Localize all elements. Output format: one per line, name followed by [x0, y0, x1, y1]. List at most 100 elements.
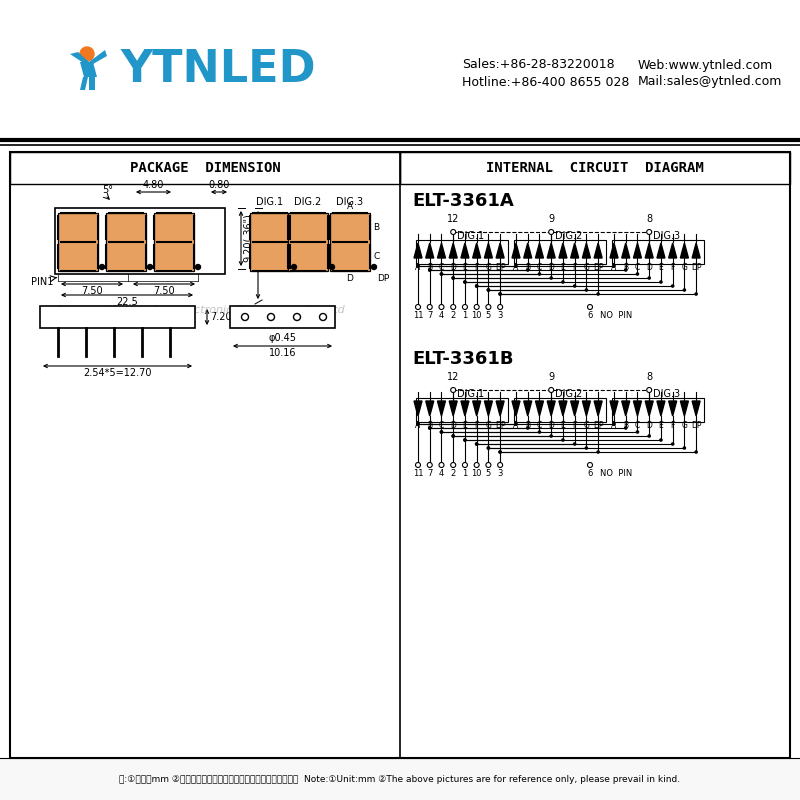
Circle shape: [99, 265, 105, 270]
Text: G: G: [682, 263, 687, 272]
Polygon shape: [89, 50, 107, 64]
Circle shape: [486, 288, 490, 292]
Text: 12: 12: [447, 214, 459, 224]
Circle shape: [462, 305, 467, 310]
Circle shape: [486, 305, 491, 310]
Text: D: D: [450, 263, 456, 272]
Text: E: E: [462, 263, 467, 272]
Bar: [514, 240, 606, 264]
Circle shape: [428, 268, 431, 272]
Circle shape: [671, 284, 674, 288]
Text: E: E: [462, 421, 467, 430]
Circle shape: [267, 314, 274, 321]
Text: 注:①单位：mm ②以上图形、尺寸、累理仅供参考，请以实物为准。  Note:①Unit:mm ②The above pictures are for refe: 注:①单位：mm ②以上图形、尺寸、累理仅供参考，请以实物为准。 Note:①U…: [119, 774, 681, 783]
Text: DP: DP: [691, 263, 702, 272]
Circle shape: [427, 462, 432, 467]
Text: 8: 8: [646, 372, 652, 382]
Text: B: B: [525, 263, 530, 272]
Polygon shape: [547, 243, 555, 258]
Circle shape: [451, 434, 455, 438]
Text: C: C: [537, 421, 542, 430]
Text: 7: 7: [427, 469, 433, 478]
Text: D: D: [450, 421, 456, 430]
Polygon shape: [657, 401, 665, 416]
Text: DP: DP: [495, 421, 506, 430]
Polygon shape: [582, 401, 590, 416]
Circle shape: [463, 280, 466, 284]
Polygon shape: [559, 401, 567, 416]
Polygon shape: [547, 401, 555, 416]
Circle shape: [585, 288, 588, 292]
Circle shape: [561, 438, 565, 442]
Polygon shape: [610, 243, 618, 258]
Circle shape: [486, 288, 490, 292]
Polygon shape: [438, 401, 446, 416]
Text: Web:www.ytnled.com: Web:www.ytnled.com: [638, 58, 774, 71]
Text: C: C: [439, 421, 444, 430]
Bar: [250, 213, 290, 271]
Circle shape: [498, 292, 502, 296]
Circle shape: [682, 446, 686, 450]
Text: E: E: [658, 421, 663, 430]
Bar: [10, 152, 790, 758]
Text: 2: 2: [450, 469, 456, 478]
Polygon shape: [646, 243, 654, 258]
Text: E: E: [561, 421, 566, 430]
Text: E: E: [322, 252, 327, 261]
Text: D: D: [646, 263, 652, 272]
Circle shape: [585, 446, 588, 450]
Text: C: C: [635, 263, 640, 272]
Text: DIG.1: DIG.1: [458, 389, 484, 399]
Polygon shape: [622, 243, 630, 258]
Circle shape: [550, 434, 553, 438]
Circle shape: [550, 276, 553, 280]
Text: DIG.2: DIG.2: [294, 197, 322, 207]
Text: DP: DP: [495, 263, 506, 272]
Text: B: B: [525, 421, 530, 430]
Circle shape: [671, 442, 674, 446]
Polygon shape: [80, 77, 88, 90]
Text: 1: 1: [462, 469, 467, 478]
Text: 6: 6: [587, 311, 593, 320]
Text: 2: 2: [450, 311, 456, 320]
Circle shape: [450, 462, 456, 467]
Bar: [330, 213, 370, 271]
Text: C: C: [439, 263, 444, 272]
Polygon shape: [89, 77, 95, 90]
Circle shape: [549, 230, 554, 234]
Text: F: F: [474, 421, 479, 430]
Circle shape: [451, 276, 455, 280]
Text: INTERNAL  CIRCUIT  DIAGRAM: INTERNAL CIRCUIT DIAGRAM: [486, 161, 704, 175]
Circle shape: [624, 268, 627, 272]
Circle shape: [659, 280, 662, 284]
Circle shape: [498, 450, 502, 454]
Bar: [514, 398, 606, 422]
Text: 2.54*5=12.70: 2.54*5=12.70: [83, 368, 152, 378]
Circle shape: [526, 268, 530, 272]
Circle shape: [427, 305, 432, 310]
Text: C: C: [635, 421, 640, 430]
Polygon shape: [461, 401, 469, 416]
Circle shape: [463, 438, 466, 442]
Text: 11: 11: [413, 469, 423, 478]
Text: A: A: [514, 421, 518, 430]
Text: 7.20: 7.20: [210, 312, 232, 322]
Circle shape: [440, 272, 443, 276]
Text: F: F: [573, 421, 577, 430]
Polygon shape: [70, 52, 89, 64]
Text: 11: 11: [413, 311, 423, 320]
Polygon shape: [512, 243, 520, 258]
Circle shape: [242, 314, 249, 321]
Text: DP: DP: [593, 263, 603, 272]
Text: 7.50: 7.50: [81, 286, 103, 296]
Text: 1: 1: [462, 311, 467, 320]
Polygon shape: [657, 243, 665, 258]
Text: DIG.1: DIG.1: [257, 197, 283, 207]
Circle shape: [646, 230, 652, 234]
Circle shape: [291, 265, 297, 270]
Polygon shape: [512, 401, 520, 416]
Text: 14.0: 14.0: [261, 231, 271, 253]
Circle shape: [647, 434, 651, 438]
Circle shape: [612, 422, 616, 426]
Circle shape: [538, 430, 542, 434]
